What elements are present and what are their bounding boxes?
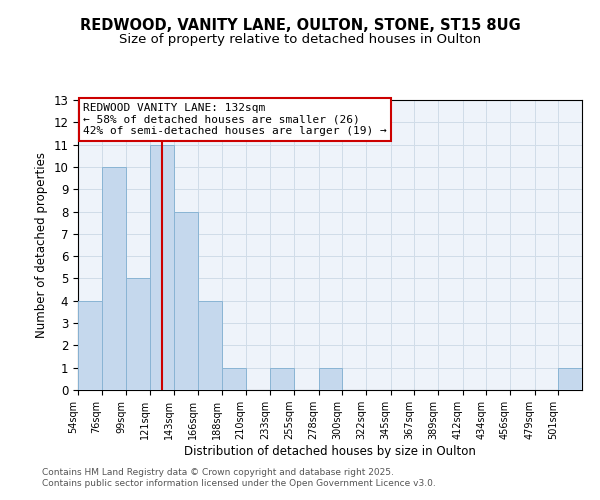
- Bar: [150, 144, 173, 390]
- X-axis label: Distribution of detached houses by size in Oulton: Distribution of detached houses by size …: [184, 445, 476, 458]
- Bar: [222, 368, 245, 390]
- Bar: [127, 278, 150, 390]
- Text: REDWOOD VANITY LANE: 132sqm
← 58% of detached houses are smaller (26)
42% of sem: REDWOOD VANITY LANE: 132sqm ← 58% of det…: [83, 103, 387, 136]
- Text: Contains HM Land Registry data © Crown copyright and database right 2025.
Contai: Contains HM Land Registry data © Crown c…: [42, 468, 436, 487]
- Bar: [78, 301, 101, 390]
- Bar: [559, 368, 582, 390]
- Text: Size of property relative to detached houses in Oulton: Size of property relative to detached ho…: [119, 32, 481, 46]
- Text: REDWOOD, VANITY LANE, OULTON, STONE, ST15 8UG: REDWOOD, VANITY LANE, OULTON, STONE, ST1…: [80, 18, 520, 32]
- Y-axis label: Number of detached properties: Number of detached properties: [35, 152, 48, 338]
- Bar: [173, 212, 199, 390]
- Bar: [101, 167, 127, 390]
- Bar: [271, 368, 294, 390]
- Bar: [319, 368, 343, 390]
- Bar: [199, 301, 222, 390]
